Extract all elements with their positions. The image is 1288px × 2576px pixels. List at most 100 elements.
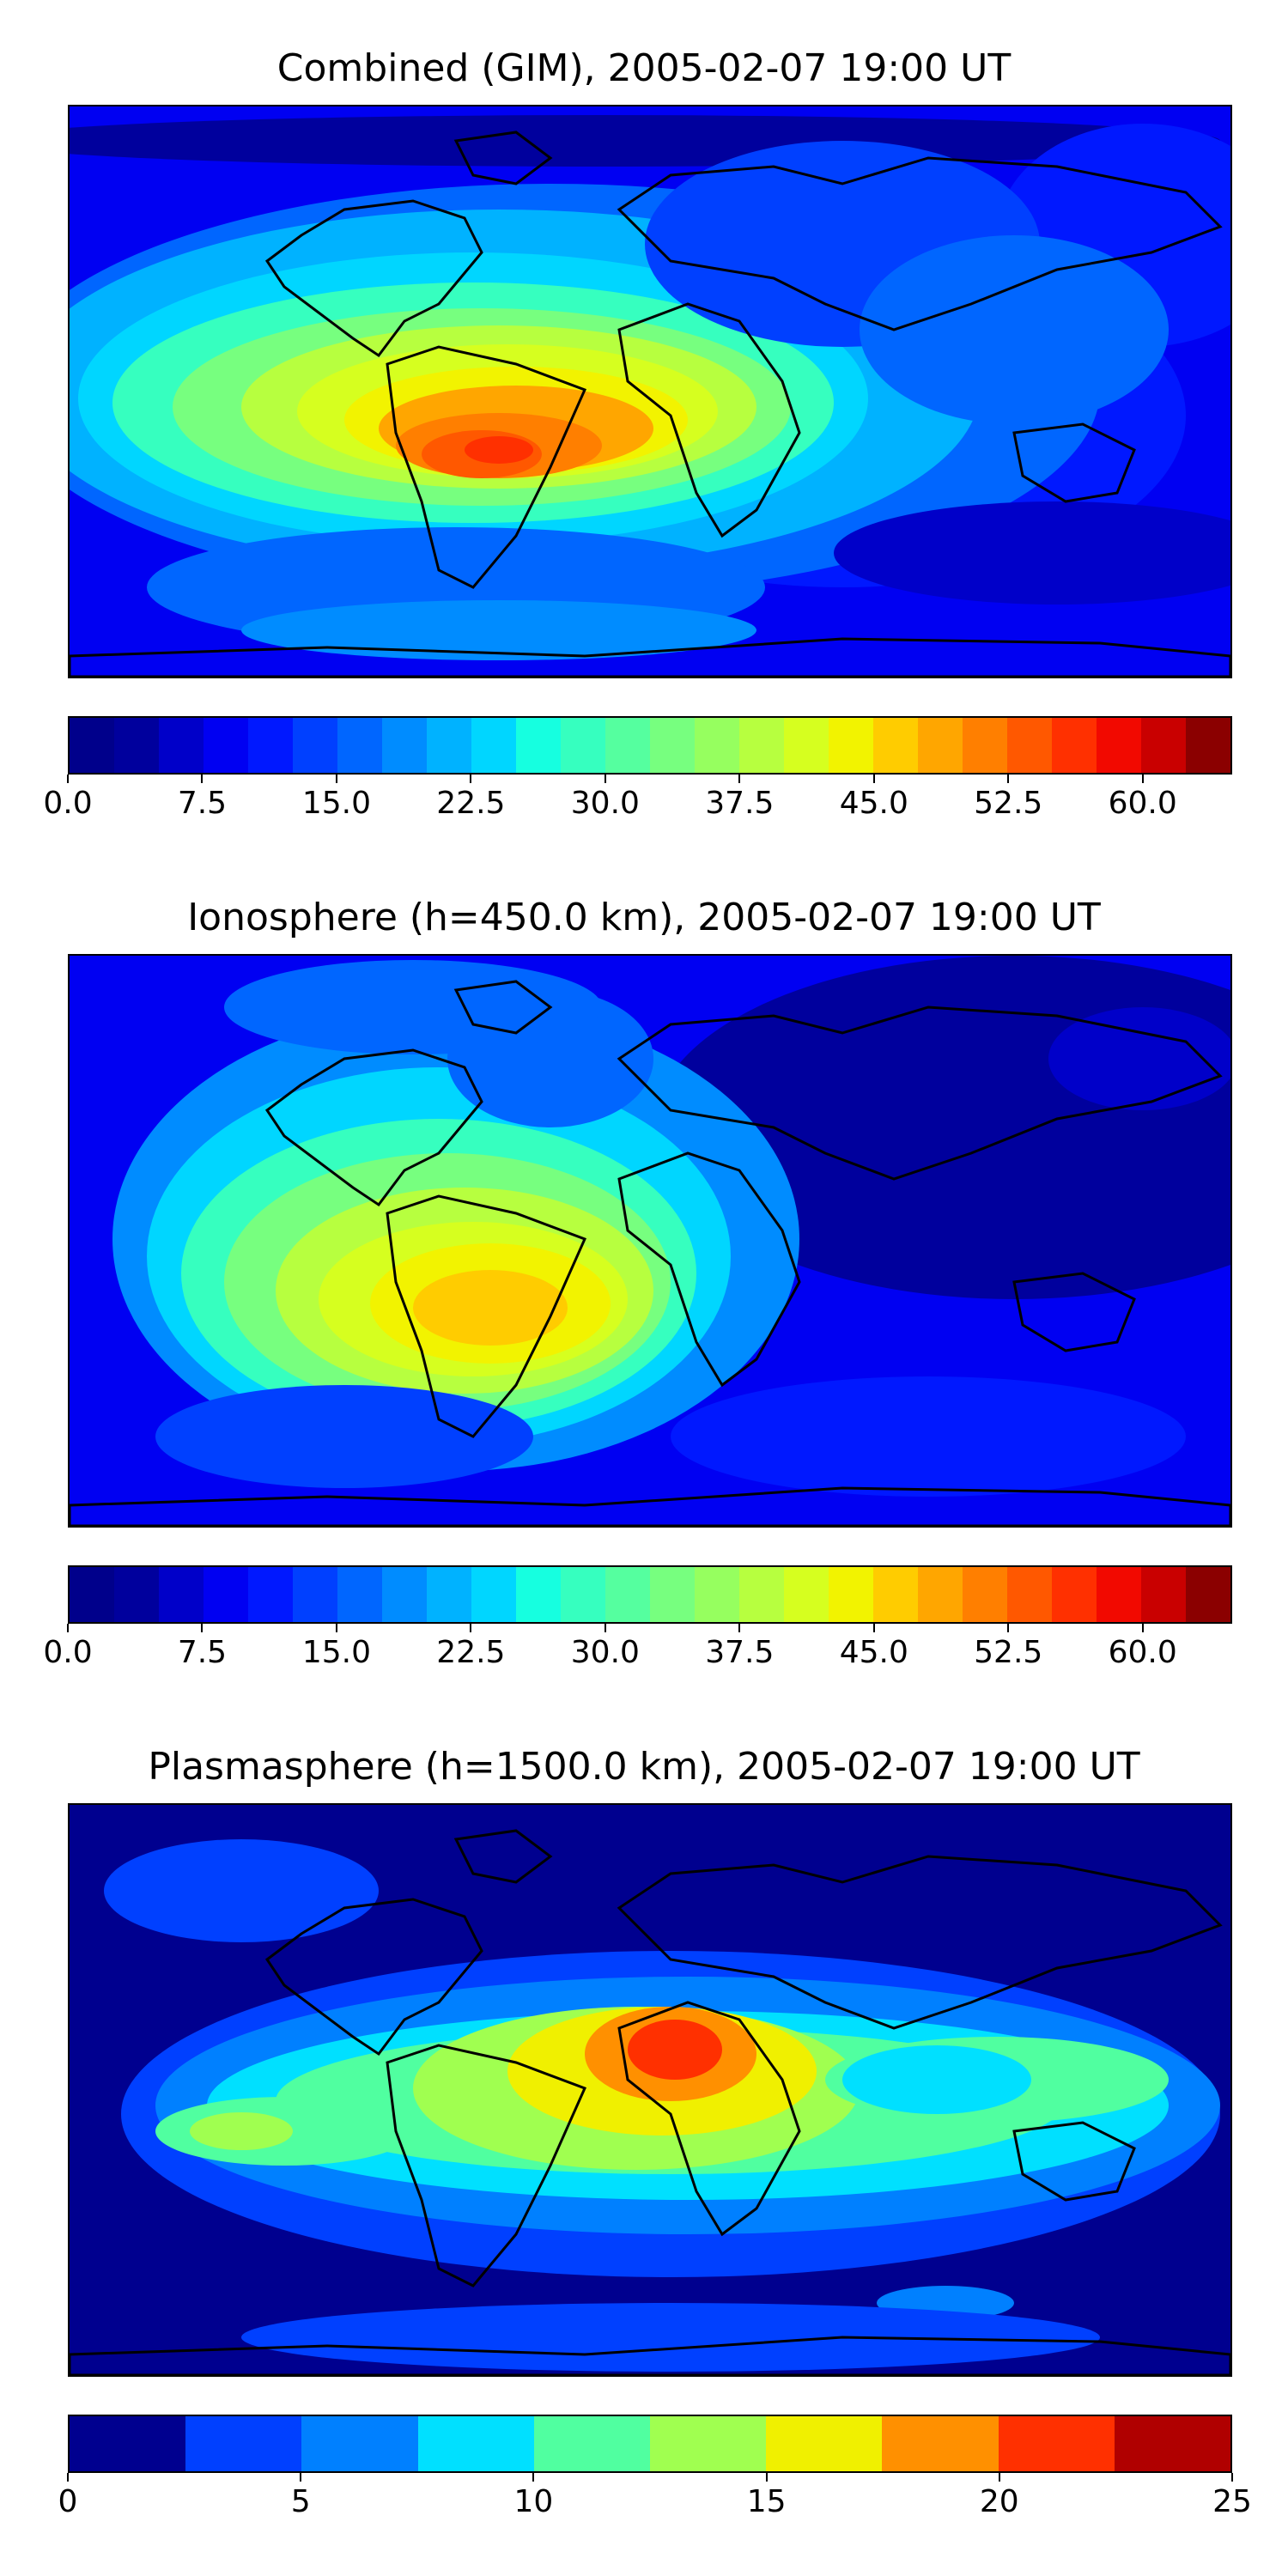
colorbar-tick-mark [872, 1624, 875, 1632]
colorbar-tick-mark [998, 2473, 1000, 2482]
colorbar-segment [695, 718, 739, 773]
coastline [386, 1194, 587, 1438]
colorbar-tick-label: 45.0 [839, 1635, 908, 1670]
colorbar-segment [561, 1567, 605, 1622]
panel-title-plasmasphere: Plasmasphere (h=1500.0 km), 2005-02-07 1… [148, 1745, 1140, 1789]
contour-level [465, 436, 533, 464]
colorbar-segment [427, 718, 471, 773]
colorbar-segment [650, 1567, 695, 1622]
colorbar-segment [70, 1567, 114, 1622]
colorbar-tick-mark [604, 1624, 606, 1632]
colorbar-tick-label: 5 [290, 2484, 311, 2519]
colorbar-segment [204, 718, 248, 773]
colorbar-segment [739, 718, 784, 773]
colorbar-segment [695, 1567, 739, 1622]
coastline [453, 980, 553, 1035]
contour-level [224, 960, 602, 1054]
colorbar-segment [650, 2416, 767, 2471]
colorbar-tick-label: 30.0 [570, 786, 640, 821]
colorbar-tick-label: 0.0 [43, 786, 93, 821]
coastline [264, 1048, 483, 1207]
colorbar-tick-mark [765, 2473, 768, 2482]
colorbar-tick-mark [532, 2473, 535, 2482]
colorbar-tick-label: 37.5 [705, 786, 775, 821]
colorbar-segment [918, 718, 963, 773]
colorbar-tick-mark [1141, 1624, 1144, 1632]
colorbar-segment [784, 1567, 829, 1622]
tec-contour-field [70, 956, 1230, 1526]
colorbar-segment [516, 718, 561, 773]
panel-title-ionosphere: Ionosphere (h=450.0 km), 2005-02-07 19:0… [187, 896, 1101, 939]
colorbar-tick-mark [1007, 1624, 1010, 1632]
colorbar-tick-label: 7.5 [177, 1635, 228, 1670]
colorbar-plasmasphere [68, 2415, 1232, 2473]
colorbar-segment [516, 1567, 561, 1622]
colorbar-segment [963, 718, 1007, 773]
colorbar-tick-mark [604, 775, 606, 783]
colorbar-segment [159, 718, 204, 773]
contour-level [628, 2020, 722, 2080]
colorbar-segment [382, 718, 427, 773]
colorbar-tick-label: 0 [58, 2484, 78, 2519]
contour-level [413, 1270, 568, 1346]
colorbar-segment [204, 1567, 248, 1622]
colorbar-segment [337, 1567, 382, 1622]
colorbar-segment [766, 2416, 883, 2471]
colorbar-tick-label: 30.0 [570, 1635, 640, 1670]
colorbar-tick-mark [1231, 2473, 1233, 2482]
coastline [1012, 2121, 1136, 2202]
contour-level [671, 1376, 1186, 1497]
colorbar-segment [70, 718, 114, 773]
colorbar-segment [159, 1567, 204, 1622]
colorbar-segment [114, 1567, 159, 1622]
colorbar-segment [417, 2416, 534, 2471]
coastline [617, 2001, 801, 2237]
colorbar-tick-label: 15 [746, 2484, 787, 2519]
colorbar-segment [1186, 718, 1230, 773]
colorbar-segment [1097, 718, 1141, 773]
colorbar-tick-label: 60.0 [1108, 1635, 1177, 1670]
colorbar-tick-mark [470, 775, 472, 783]
colorbar-segment [1052, 718, 1097, 773]
colorbar-segment [829, 1567, 873, 1622]
colorbar-tick-label: 45.0 [839, 786, 908, 821]
colorbar-ionosphere [68, 1565, 1232, 1624]
colorbar-tick-mark [738, 775, 741, 783]
colorbar-tick-label: 10 [513, 2484, 554, 2519]
colorbar-segment [561, 718, 605, 773]
colorbar-tick-label: 52.5 [974, 1635, 1043, 1670]
coastline [264, 1898, 483, 2057]
contour-level [834, 501, 1230, 605]
colorbar-segment [382, 1567, 427, 1622]
coastline [70, 2336, 1230, 2375]
colorbar-tick-mark [335, 1624, 337, 1632]
tec-contour-field [70, 1805, 1230, 2375]
colorbar-segment [873, 1567, 918, 1622]
colorbar-tick-label: 22.5 [436, 786, 506, 821]
coastline [386, 345, 587, 589]
coastline [617, 1855, 1223, 2030]
colorbar-segment [293, 1567, 337, 1622]
colorbar-tick-label: 37.5 [705, 1635, 775, 1670]
colorbar-segment [185, 2416, 302, 2471]
colorbar-segment [650, 718, 695, 773]
colorbar-tick-label: 0.0 [43, 1635, 93, 1670]
colorbar-segment [114, 718, 159, 773]
colorbar-segment [427, 1567, 471, 1622]
colorbar-tick-label: 25 [1212, 2484, 1252, 2519]
map-combined [68, 105, 1232, 678]
coastline [617, 156, 1223, 331]
colorbar-segment [605, 718, 650, 773]
map-plasmasphere [68, 1803, 1232, 2377]
contour-level [860, 235, 1169, 424]
coastline [617, 1151, 801, 1388]
colorbar-segment [533, 2416, 651, 2471]
tec-contour-field [70, 106, 1230, 677]
coastline [1012, 422, 1136, 503]
colorbar-tick-label: 60.0 [1108, 786, 1177, 821]
colorbar-segment [1007, 718, 1052, 773]
colorbar-segment [605, 1567, 650, 1622]
coastline [617, 1005, 1223, 1181]
contour-level [1048, 1007, 1230, 1110]
colorbar-combined [68, 716, 1232, 775]
